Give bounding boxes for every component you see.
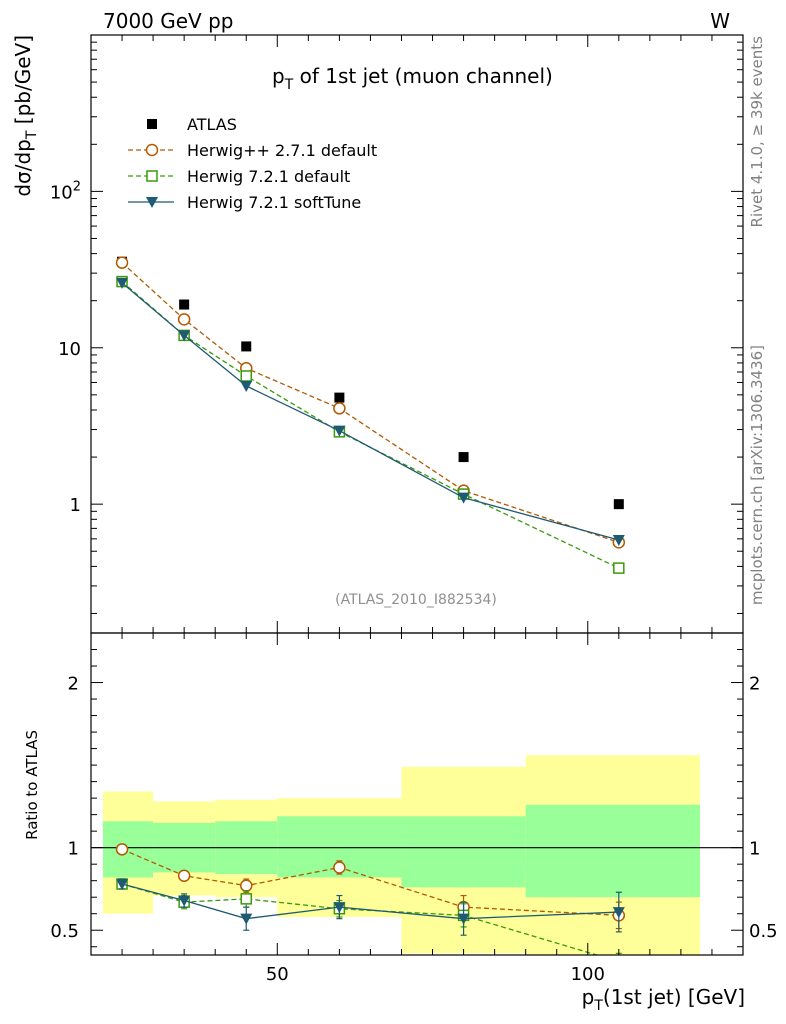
- ratio-line-3: [121, 883, 619, 920]
- data-point-0-4: [458, 452, 469, 463]
- legend-marker-3: [146, 197, 158, 208]
- x-tick-label: 100: [571, 964, 605, 985]
- data-point-3-1: [178, 330, 191, 342]
- ratio-tick-label-right: 2: [749, 674, 760, 695]
- legend-label-0: ATLAS: [187, 115, 237, 134]
- series-line-3: [121, 282, 619, 541]
- legend-marker-1: [145, 143, 159, 157]
- data-point-3-2: [240, 380, 253, 392]
- x-axis-label: pT(1st jet) [GeV]: [582, 985, 745, 1014]
- ratio-tick-label-left: 0.5: [50, 921, 79, 942]
- ratio-point-3-2: [240, 913, 253, 925]
- header-right-label: W: [710, 9, 730, 33]
- ratio-point-2-5: [614, 957, 624, 967]
- ratio-panel-frame: [90, 632, 744, 956]
- data-point-0-2: [241, 341, 252, 352]
- data-point-3-5: [612, 534, 625, 546]
- ratio-line-2: [121, 883, 599, 955]
- data-point-2-2: [240, 370, 252, 382]
- chart-title: pT of 1st jet (muon channel): [272, 64, 553, 93]
- data-point-3-4: [457, 492, 470, 504]
- legend-marker-2: [146, 170, 158, 182]
- ratio-point-1-2: [239, 879, 253, 892]
- ratio-point-1-0: [115, 843, 129, 856]
- ratio-series-layer: [115, 843, 626, 967]
- ratio-point-3-4: [457, 913, 470, 925]
- ratio-tick-label-right: 0.5: [749, 921, 778, 942]
- data-point-2-5: [613, 562, 625, 574]
- legend-label-1: Herwig++ 2.7.1 default: [187, 141, 377, 160]
- ratio-line-1: [121, 848, 619, 917]
- ratio-bands-layer: [91, 755, 743, 955]
- data-point-1-0: [115, 256, 129, 269]
- header-left-label: 7000 GeV pp: [103, 9, 234, 33]
- data-point-1-3: [333, 402, 346, 415]
- main-axis-ticks: 1 10 102: [50, 35, 744, 633]
- uncertainty-band-inner-4: [401, 816, 526, 888]
- ratio-point-3-5: [612, 907, 625, 919]
- x-tick-label: 50: [266, 964, 289, 985]
- legend: ATLAS Herwig++ 2.7.1 default Herwig 7.2.1 …: [128, 115, 377, 212]
- y-tick-label: 1: [70, 495, 81, 516]
- ratio-tick-label-left: 2: [68, 674, 79, 695]
- uncertainty-band-inner-5: [525, 804, 700, 898]
- data-point-3-3: [333, 425, 346, 437]
- y-tick-label: 10: [58, 339, 81, 360]
- ratio-point-1-3: [333, 861, 346, 874]
- data-point-0-1: [179, 299, 190, 310]
- data-point-0-5: [613, 499, 624, 510]
- main-series-layer: [115, 256, 626, 574]
- ratio-point-2-2: [240, 893, 252, 905]
- mcplots-label: mcplots.cern.ch [arXiv:1306.3436]: [748, 345, 766, 605]
- ratio-bands: [91, 755, 743, 955]
- ratio-tick-label-left: 1: [68, 839, 79, 860]
- series-line-1: [121, 262, 620, 543]
- rivet-version-label: Rivet 4.1.0, ≥ 39k events: [748, 36, 766, 228]
- ratio-point-3-3: [333, 902, 346, 914]
- legend-marker-0: [147, 119, 157, 129]
- ratio-point-3-1: [178, 895, 191, 907]
- data-point-3-0: [116, 277, 129, 289]
- ratio-axis-ticks: 0.5 0.5 1 1 2 2 50 100: [50, 633, 778, 985]
- ratio-point-3-0: [116, 878, 129, 890]
- ratio-point-1-1: [177, 869, 191, 882]
- ratio-series-clip: [115, 843, 626, 967]
- ratio-tick-label-right: 1: [749, 839, 760, 860]
- y-tick-label: 102: [50, 179, 81, 203]
- data-point-0-3: [334, 392, 345, 403]
- y-axis-label: dσ/dpT [pb/GeV]: [11, 35, 40, 197]
- legend-label-3: Herwig 7.2.1 softTune: [187, 193, 361, 212]
- data-point-1-1: [177, 313, 191, 326]
- analysis-tag: (ATLAS_2010_I882534): [335, 592, 497, 608]
- legend-label-2: Herwig 7.2.1 default: [187, 167, 350, 186]
- ratio-y-axis-label: Ratio to ATLAS: [23, 730, 41, 840]
- series-line-2: [121, 281, 620, 569]
